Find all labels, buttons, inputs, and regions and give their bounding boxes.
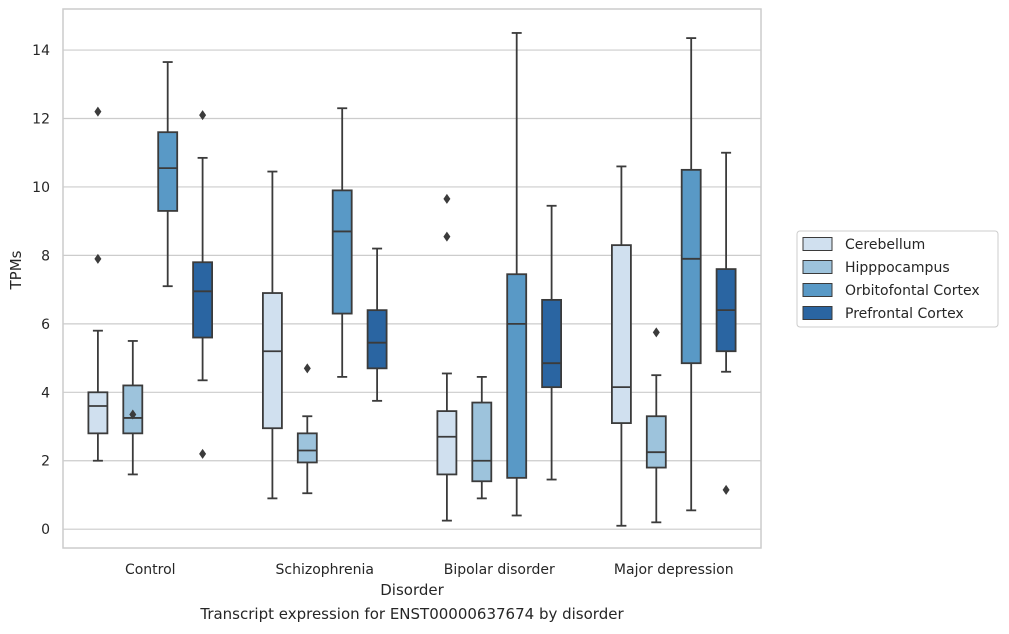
x-tick-label: Major depression	[614, 562, 734, 578]
y-tick-label: 10	[32, 180, 50, 196]
box-control-1	[122, 340, 144, 476]
box-iqr	[331, 189, 353, 315]
box-schizophrenia-3	[366, 247, 388, 402]
outlier-point	[94, 106, 102, 117]
y-tick-label: 12	[32, 112, 50, 128]
box-major-depression-2	[680, 37, 702, 512]
legend-swatch	[802, 237, 833, 251]
x-tick-label: Bipolar disorder	[444, 562, 555, 578]
box-iqr	[192, 261, 214, 339]
box-iqr	[680, 168, 702, 365]
box-iqr	[645, 415, 667, 469]
plot-area-frame	[62, 8, 762, 549]
legend-swatch	[802, 260, 833, 274]
outlier-point	[199, 110, 207, 121]
legend-label: Hipppocampus	[845, 260, 950, 276]
x-tick-label: Control	[125, 562, 176, 578]
y-tick-label: 2	[41, 454, 50, 470]
y-tick-label: 8	[41, 248, 50, 264]
legend-label: Prefrontal Cortex	[845, 306, 964, 322]
box-control-0	[87, 106, 109, 462]
y-tick-label: 6	[41, 317, 50, 333]
box-bipolar-disorder-3	[541, 204, 562, 481]
box-schizophrenia-2	[331, 107, 353, 378]
box-schizophrenia-1	[296, 363, 318, 495]
y-tick-label: 14	[32, 43, 50, 59]
box-iqr	[366, 309, 388, 370]
y-tick-label: 4	[41, 385, 50, 401]
legend-label: Cerebellum	[845, 237, 925, 253]
box-bipolar-disorder-1	[471, 375, 493, 500]
outlier-point	[652, 327, 660, 338]
outlier-point	[443, 231, 451, 242]
x-tick-label: Schizophrenia	[276, 562, 374, 578]
box-major-depression-1	[645, 327, 667, 524]
legend: Cerebellum Hipppocampus Orbitofontal Corte…	[796, 230, 999, 328]
box-schizophrenia-0	[261, 170, 283, 500]
x-axis-label: Disorder	[380, 581, 444, 599]
box-iqr	[541, 298, 562, 389]
outlier-point	[443, 193, 451, 204]
box-iqr	[261, 292, 283, 430]
y-axis-label: TPMs	[7, 250, 25, 290]
box-iqr	[157, 131, 179, 212]
box-iqr	[506, 273, 528, 479]
legend-frame	[796, 230, 999, 328]
outlier-point	[129, 409, 137, 420]
box-major-depression-3	[715, 151, 737, 495]
outlier-point	[303, 363, 311, 374]
y-tick-labels: 0 2 4 6 8 10 12 14	[32, 43, 50, 538]
y-tick-label: 0	[41, 522, 50, 538]
legend-label: Orbitofontal Cortex	[845, 283, 980, 299]
box-layer	[87, 32, 737, 527]
box-iqr	[471, 401, 493, 483]
box-bipolar-disorder-2	[506, 32, 528, 517]
box-control-2	[157, 61, 179, 288]
box-iqr	[296, 432, 318, 464]
box-iqr	[87, 391, 109, 435]
box-major-depression-0	[611, 165, 632, 527]
outlier-point	[94, 253, 102, 264]
box-iqr	[122, 384, 144, 435]
grid-layer	[63, 49, 761, 530]
box-iqr	[436, 410, 458, 476]
figure-caption: Transcript expression for ENST0000063767…	[200, 605, 624, 623]
box-bipolar-disorder-0	[436, 193, 458, 522]
outlier-point	[199, 448, 207, 459]
legend-swatch	[802, 283, 833, 297]
outlier-point	[722, 484, 730, 495]
x-tick-labels: Control Schizophrenia Bipolar disorder Majo…	[125, 562, 734, 578]
legend-swatch	[802, 306, 833, 320]
box-control-3	[192, 110, 214, 459]
box-iqr	[611, 244, 632, 424]
